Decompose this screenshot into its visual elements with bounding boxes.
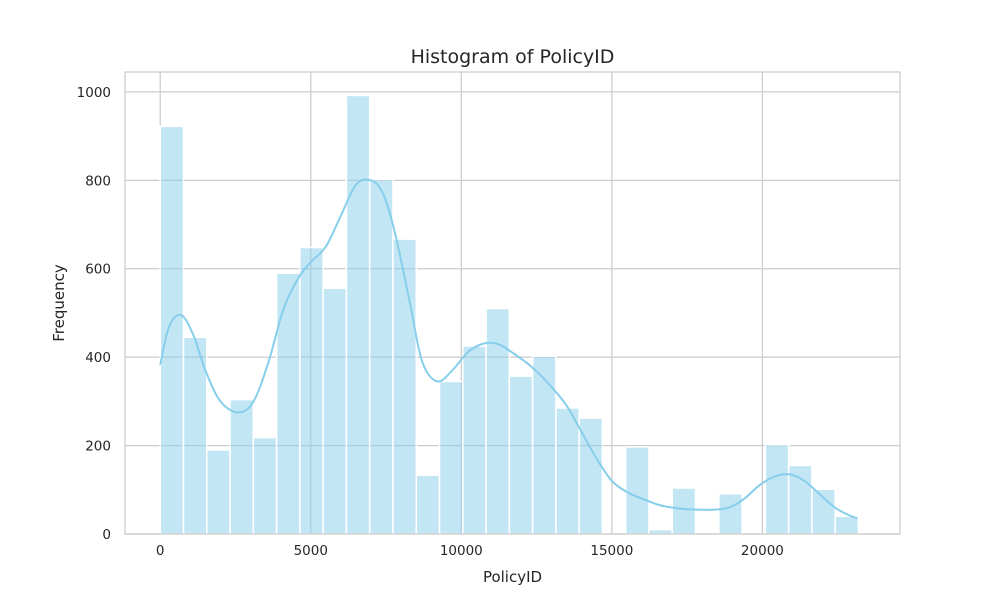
histogram-bar-7 [322,287,348,535]
y-tick-label-2: 400 [85,350,111,366]
histogram-bar-22 [671,487,697,535]
y-tick-label-5: 1000 [77,85,111,101]
kde-curve-group [159,178,858,520]
histogram-bar-0 [159,125,185,535]
kde-curve [159,178,858,520]
histogram-bar-21 [648,528,674,535]
histogram-bar-3 [229,398,255,535]
y-tick-label-1: 200 [85,439,111,455]
plot-frame [124,71,901,535]
histogram-bar-16 [531,355,557,535]
histogram-bar-20 [624,446,650,535]
histogram-bar-24 [718,493,743,535]
x-tick-labels: 0 5000 10000 15000 20000 [156,543,784,559]
histogram-bar-11 [415,474,441,535]
x-tick-label-2: 10000 [440,543,483,559]
histogram-bar-5 [275,272,301,535]
histogram-bar-28 [811,488,836,535]
chart-title: Histogram of PolicyID [411,46,615,68]
x-tick-label-1: 5000 [294,543,328,559]
histogram-bar-8 [345,94,371,535]
y-tick-label-0: 0 [102,527,111,543]
histogram-bar-4 [252,436,278,535]
histogram-bar-15 [508,375,534,535]
histogram-bar-6 [299,246,324,535]
x-axis-label: PolicyID [483,568,542,586]
y-tick-label-3: 600 [85,262,111,278]
histogram-bar-2 [206,449,231,535]
histogram-bar-17 [555,407,580,535]
histogram-bar-9 [368,178,394,535]
y-tick-label-4: 800 [85,173,111,189]
y-axis-label: Frequency [50,264,68,342]
histogram-bar-10 [392,238,417,535]
x-tick-label-4: 20000 [741,543,784,559]
histogram-bar-29 [834,515,860,535]
histogram-bar-26 [764,443,790,535]
x-tick-label-0: 0 [156,543,165,559]
y-tick-labels: 0 200 400 600 800 1000 [77,85,111,543]
x-tick-label-3: 15000 [590,543,633,559]
histogram-bar-12 [438,380,464,535]
histogram-bar-13 [462,345,487,535]
